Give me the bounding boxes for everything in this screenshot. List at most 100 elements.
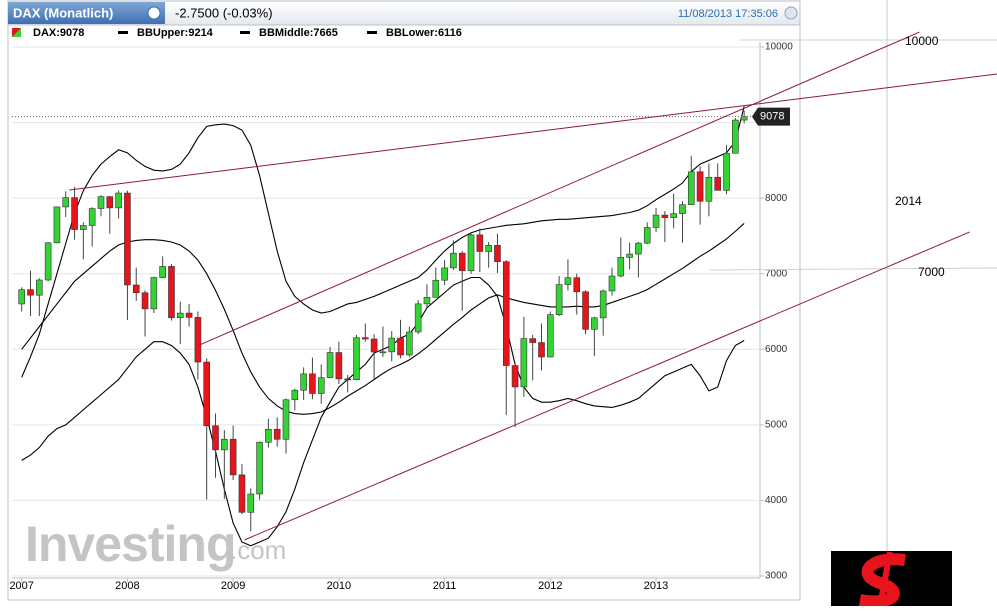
candle-body bbox=[88, 208, 96, 226]
tab-title: DAX (Monatlich) bbox=[13, 5, 113, 20]
candle-body bbox=[591, 317, 598, 330]
candle-body bbox=[300, 373, 307, 391]
candle-body bbox=[80, 225, 87, 230]
candle-body bbox=[432, 279, 440, 298]
x-tick-label: 2012 bbox=[538, 580, 562, 592]
candle-body bbox=[582, 291, 589, 330]
candle-body bbox=[97, 196, 105, 209]
candle-body bbox=[564, 277, 572, 285]
watermark: Investing bbox=[25, 516, 235, 572]
candle-body bbox=[670, 213, 677, 218]
candle-body bbox=[247, 493, 255, 513]
annotation-line bbox=[709, 267, 997, 271]
x-tick-label: 2011 bbox=[433, 580, 457, 592]
candle-body bbox=[53, 206, 61, 244]
candle-body bbox=[714, 176, 722, 191]
candle-body bbox=[643, 227, 651, 244]
candle-body bbox=[599, 290, 607, 319]
y-tick-label: 10000 bbox=[765, 42, 793, 53]
candle-body bbox=[344, 378, 351, 381]
candle-body bbox=[132, 284, 140, 294]
candle-body bbox=[388, 337, 396, 353]
candle-body bbox=[36, 279, 43, 296]
logo bbox=[831, 551, 952, 608]
candle-body bbox=[406, 331, 413, 356]
candle-body bbox=[44, 242, 52, 281]
trend-line bbox=[69, 73, 997, 191]
candle-body bbox=[326, 352, 334, 378]
candle-body bbox=[732, 119, 739, 154]
candle-body bbox=[212, 425, 219, 451]
legend-entry: BBUpper:9214 bbox=[137, 27, 214, 39]
tab[interactable] bbox=[8, 2, 165, 24]
candle-body bbox=[397, 337, 404, 356]
legend-swatch bbox=[240, 31, 250, 34]
candle-body bbox=[705, 176, 713, 202]
candle-body bbox=[353, 337, 360, 380]
x-tick-label: 2007 bbox=[9, 580, 33, 592]
legend-swatch bbox=[118, 31, 128, 34]
candle-body bbox=[176, 312, 184, 318]
candle-body bbox=[661, 214, 669, 218]
x-tick-label: 2008 bbox=[115, 580, 139, 592]
candle-body bbox=[441, 267, 448, 281]
candle-body bbox=[361, 337, 369, 340]
candle-body bbox=[203, 361, 211, 427]
candle-body bbox=[194, 317, 202, 363]
candle-body bbox=[62, 197, 70, 208]
x-tick-label: 2010 bbox=[327, 580, 351, 592]
y-tick-label: 7000 bbox=[765, 268, 788, 279]
watermark-suffix: .com bbox=[230, 535, 286, 565]
candle-body bbox=[617, 257, 625, 277]
x-tick-label: 2009 bbox=[221, 580, 245, 592]
candle-body bbox=[485, 244, 492, 252]
band-line bbox=[21, 106, 745, 378]
candle-body bbox=[608, 275, 616, 292]
candle-body bbox=[538, 342, 545, 358]
candle-body bbox=[124, 192, 131, 286]
annotation: 10000 bbox=[905, 34, 939, 48]
plot: 3000400050006000700080009000100002007200… bbox=[9, 42, 793, 592]
candle-body bbox=[265, 429, 272, 443]
candle-body bbox=[282, 399, 290, 440]
legend-entry: DAX:9078 bbox=[33, 27, 84, 39]
candle-body bbox=[291, 389, 299, 401]
candle-body bbox=[221, 438, 228, 451]
legend-swatch bbox=[367, 31, 377, 34]
price-tag-label: 9078 bbox=[760, 111, 784, 123]
candle-body bbox=[511, 365, 519, 388]
candle-body bbox=[458, 252, 466, 271]
y-tick-label: 6000 bbox=[765, 344, 788, 355]
candle-body bbox=[71, 197, 78, 230]
candle-body bbox=[679, 204, 686, 214]
candle-body bbox=[502, 261, 510, 366]
candle-body bbox=[652, 214, 660, 228]
candle-body bbox=[494, 244, 501, 262]
candle-body bbox=[18, 289, 25, 305]
candle-body bbox=[547, 314, 554, 358]
candle-body bbox=[740, 116, 748, 121]
candle-body bbox=[423, 296, 431, 305]
dropdown-icon[interactable] bbox=[147, 6, 161, 20]
band-line bbox=[21, 223, 745, 415]
candle-body bbox=[238, 474, 246, 513]
candle-body bbox=[106, 196, 114, 209]
candle-body bbox=[414, 303, 422, 333]
candle-body bbox=[476, 234, 484, 252]
candle-body bbox=[229, 438, 237, 476]
candle-body bbox=[467, 234, 475, 271]
candle-body bbox=[626, 253, 633, 258]
settings-icon[interactable] bbox=[784, 6, 798, 20]
x-tick-label: 2013 bbox=[644, 580, 668, 592]
y-tick-label: 5000 bbox=[765, 419, 788, 430]
price-tag bbox=[752, 107, 790, 126]
candle-body bbox=[317, 377, 325, 394]
candle-body bbox=[520, 338, 528, 388]
candle-body bbox=[555, 284, 563, 315]
candle-body bbox=[379, 351, 387, 354]
change: -2.7500 (-0.03%) bbox=[175, 5, 273, 20]
candle-body bbox=[723, 152, 730, 191]
y-tick-label: 8000 bbox=[765, 193, 788, 204]
legend-swatch bbox=[12, 28, 21, 37]
